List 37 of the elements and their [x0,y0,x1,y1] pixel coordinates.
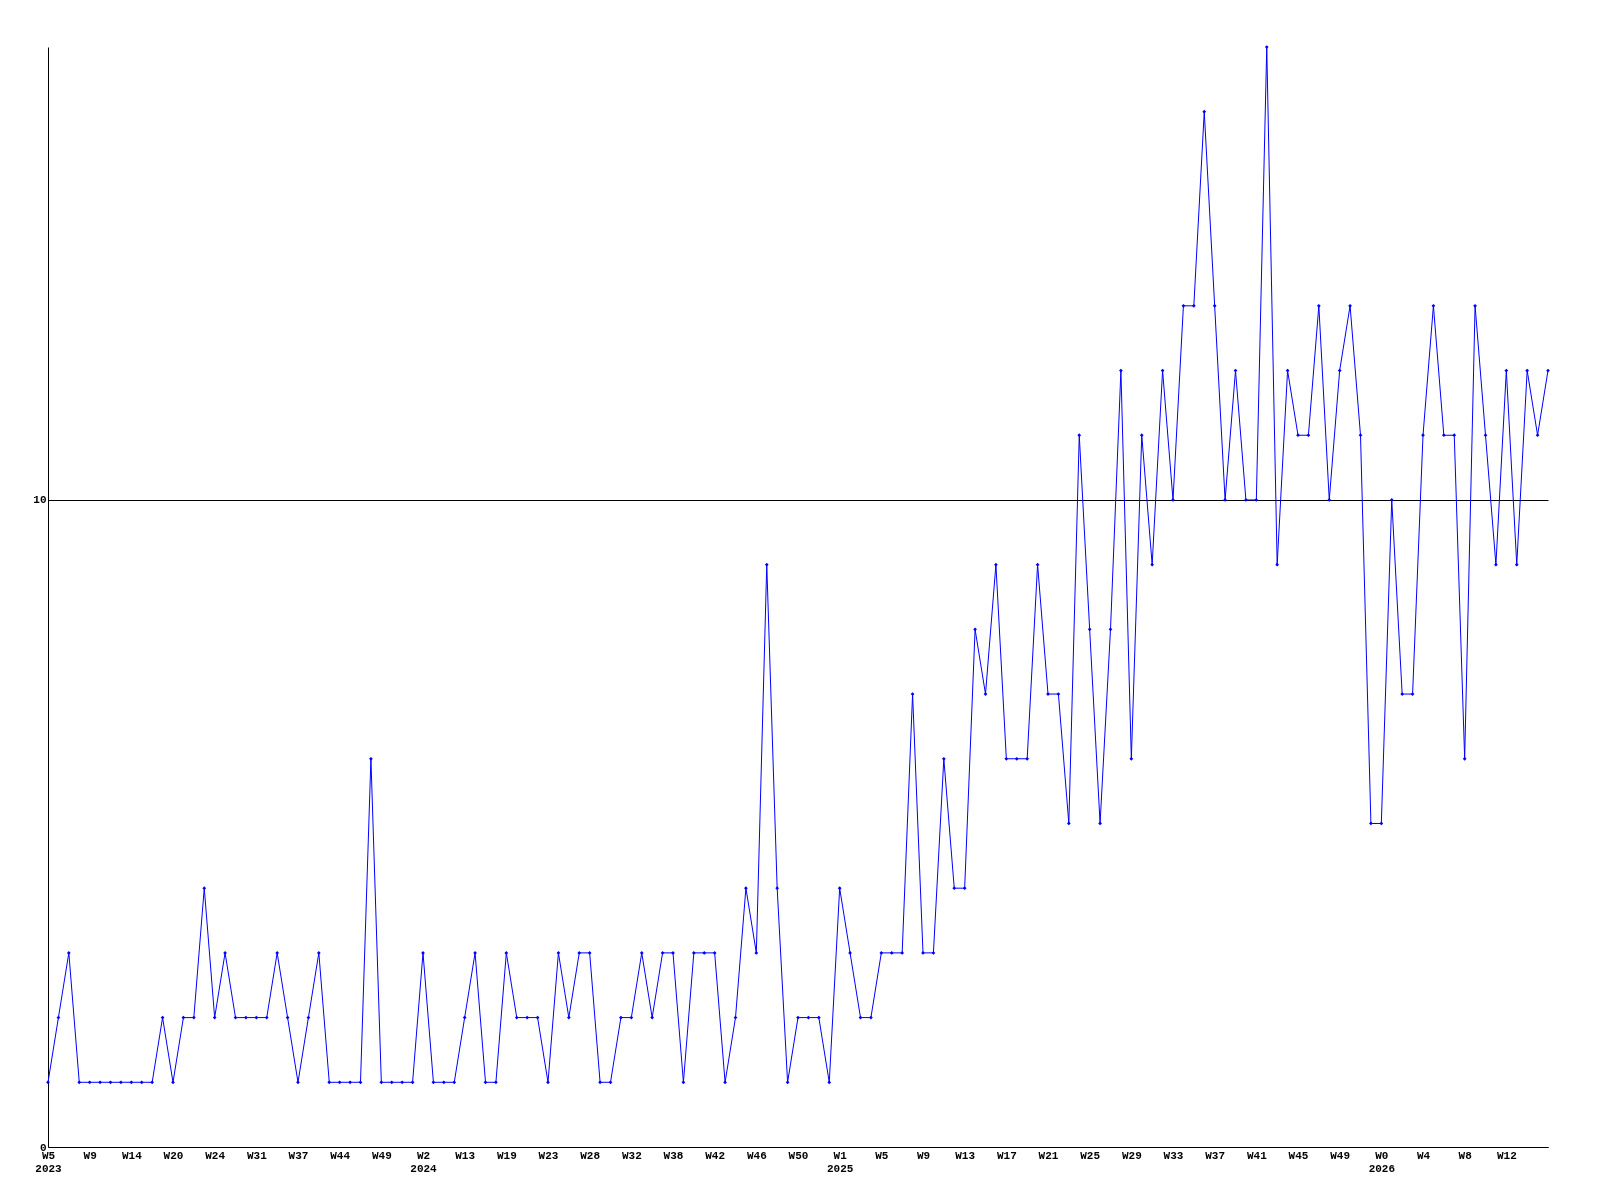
x-tick-label: W9 [916,1149,931,1162]
x-tick-label: W25 [1080,1149,1101,1162]
x-tick-label: W44 [330,1149,351,1162]
x-tick-label: W17 [996,1149,1017,1162]
x-tick-label: W1 2025 [826,1149,854,1175]
x-tick-label: W0 2026 [1368,1149,1396,1175]
x-tick-label: W2 2024 [410,1149,438,1175]
x-tick-label: W13 [455,1149,476,1162]
x-tick-label: W9 [83,1149,97,1162]
x-tick-label: W38 [663,1149,684,1162]
x-tick-label: W49 [371,1149,392,1162]
x-tick-label: W5 [875,1149,889,1162]
x-tick-label: W31 [246,1149,268,1162]
x-tick-label: W13 [955,1149,976,1162]
x-tick-label: W4 [1416,1149,1431,1162]
x-tick-label: W32 [621,1149,642,1162]
x-tick-label: W46 [746,1149,767,1162]
x-tick-label: W14 [121,1149,143,1162]
x-tick-label: W24 [205,1149,226,1162]
x-tick-label: W5 2023 [35,1149,63,1175]
x-tick-label: W45 [1288,1149,1309,1162]
x-tick-label: W37 [288,1149,309,1162]
x-tick-label: W21 [1038,1149,1059,1162]
x-tick-label: W42 [705,1149,726,1162]
x-tick-label: W23 [538,1149,559,1162]
x-tick-label: W41 [1246,1149,1268,1162]
x-tick-label: W28 [580,1149,601,1162]
x-tick-label: W29 [1121,1149,1142,1162]
x-tick-label: W12 [1496,1149,1517,1162]
x-tick-label: W50 [788,1149,809,1162]
x-tick-label: W49 [1330,1149,1351,1162]
x-tick-label: W19 [496,1149,517,1162]
x-tick-label: W8 [1458,1149,1473,1162]
x-tick-label: W20 [163,1149,184,1162]
y-tick-label: 10 [33,494,47,507]
x-tick-label: W37 [1205,1149,1226,1162]
x-tick-label: W33 [1163,1149,1184,1162]
